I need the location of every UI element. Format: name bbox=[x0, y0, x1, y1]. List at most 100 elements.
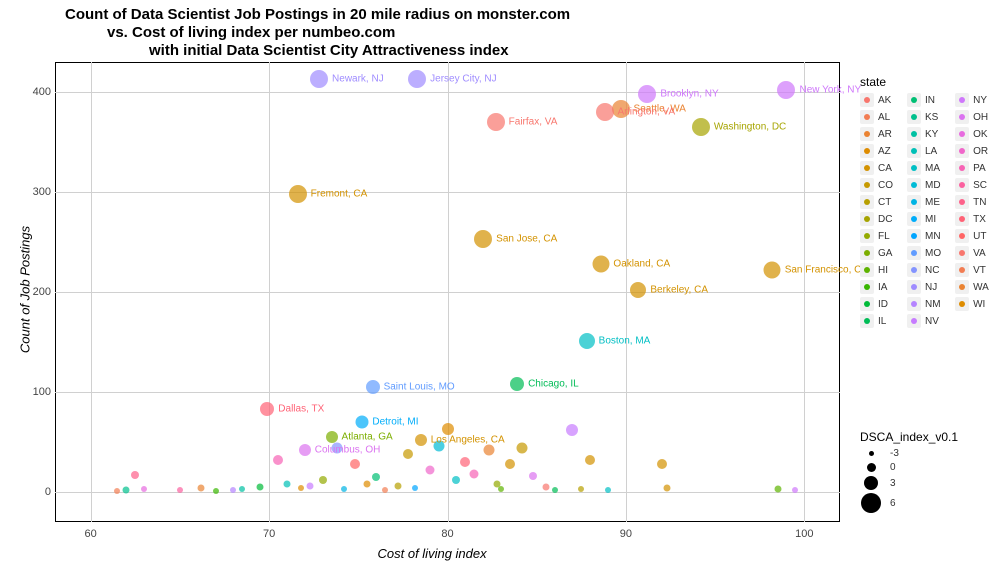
data-point bbox=[257, 484, 264, 491]
legend-item: VA bbox=[955, 246, 989, 260]
data-point bbox=[326, 431, 338, 443]
legend-item: HI bbox=[860, 263, 893, 277]
point-label: Brooklyn, NY bbox=[660, 89, 718, 100]
data-point bbox=[483, 445, 494, 456]
legend-item: MI bbox=[907, 212, 941, 226]
x-tick-label: 90 bbox=[620, 528, 632, 540]
data-point bbox=[764, 262, 781, 279]
legend-item: CA bbox=[860, 161, 893, 175]
data-point bbox=[442, 423, 454, 435]
data-point bbox=[792, 487, 798, 493]
legend-item: WA bbox=[955, 280, 989, 294]
data-point bbox=[382, 487, 388, 493]
data-point bbox=[510, 377, 524, 391]
point-label: Washington, DC bbox=[714, 122, 786, 133]
y-tick-label: 400 bbox=[23, 86, 51, 98]
legend-item: UT bbox=[955, 229, 989, 243]
size-legend: DSCA_index_v0.1 -3036 bbox=[860, 430, 958, 516]
data-point bbox=[260, 402, 274, 416]
data-point bbox=[213, 488, 219, 494]
legend-item: MD bbox=[907, 178, 941, 192]
legend-item: KS bbox=[907, 110, 941, 124]
data-point bbox=[123, 487, 130, 494]
point-label: Fremont, CA bbox=[311, 189, 368, 200]
legend-item: AL bbox=[860, 110, 893, 124]
point-label: San Francisco, CA bbox=[785, 265, 868, 276]
data-point bbox=[517, 443, 528, 454]
data-point bbox=[114, 488, 120, 494]
x-tick-label: 100 bbox=[795, 528, 813, 540]
data-point bbox=[529, 472, 537, 480]
point-label: Jersey City, NJ bbox=[430, 74, 497, 85]
legend-item: AR bbox=[860, 127, 893, 141]
legend-item: ID bbox=[860, 297, 893, 311]
legend-item: MO bbox=[907, 246, 941, 260]
data-point bbox=[487, 113, 505, 131]
size-legend-item: -3 bbox=[860, 448, 958, 459]
data-point bbox=[372, 473, 380, 481]
legend-item: VT bbox=[955, 263, 989, 277]
data-point bbox=[350, 459, 360, 469]
data-point bbox=[425, 466, 434, 475]
legend-item: IL bbox=[860, 314, 893, 328]
legend-item: IA bbox=[860, 280, 893, 294]
legend-item: NV bbox=[907, 314, 941, 328]
point-label: San Jose, CA bbox=[496, 234, 557, 245]
data-point bbox=[596, 103, 614, 121]
data-point bbox=[239, 486, 245, 492]
data-point bbox=[498, 486, 504, 492]
legend-item: ME bbox=[907, 195, 941, 209]
data-point bbox=[366, 380, 380, 394]
legend-item: NM bbox=[907, 297, 941, 311]
gridline-h bbox=[55, 92, 840, 93]
legend-item: OH bbox=[955, 110, 989, 124]
point-label: Oakland, CA bbox=[613, 259, 670, 270]
data-point bbox=[452, 476, 460, 484]
data-point bbox=[403, 449, 413, 459]
point-label: Columbus, OH bbox=[315, 445, 381, 456]
legend-item: MN bbox=[907, 229, 941, 243]
legend-item: LA bbox=[907, 144, 941, 158]
point-label: Chicago, IL bbox=[528, 379, 579, 390]
data-point bbox=[630, 282, 646, 298]
data-point bbox=[460, 457, 470, 467]
legend-item: MA bbox=[907, 161, 941, 175]
data-point bbox=[657, 459, 667, 469]
legend-item: NC bbox=[907, 263, 941, 277]
legend-item: TX bbox=[955, 212, 989, 226]
data-point bbox=[177, 487, 183, 493]
legend-item: IN bbox=[907, 93, 941, 107]
data-point bbox=[298, 485, 304, 491]
gridline-h bbox=[55, 492, 840, 493]
plot-area: Newark, NJJersey City, NJNew York, NYBro… bbox=[55, 62, 840, 522]
legend-item: CO bbox=[860, 178, 893, 192]
legend-item: NJ bbox=[907, 280, 941, 294]
data-point bbox=[663, 485, 670, 492]
data-point bbox=[299, 444, 311, 456]
data-point bbox=[470, 470, 479, 479]
y-tick-label: 200 bbox=[23, 286, 51, 298]
state-legend: state AKALARAZCACOCTDCFLGAHIIAIDILINKSKY… bbox=[860, 75, 989, 328]
size-legend-title: DSCA_index_v0.1 bbox=[860, 430, 958, 444]
size-legend-item: 0 bbox=[860, 462, 958, 473]
size-legend-item: 6 bbox=[860, 493, 958, 513]
legend-item: GA bbox=[860, 246, 893, 260]
data-point bbox=[230, 487, 236, 493]
data-point bbox=[273, 455, 283, 465]
data-point bbox=[355, 416, 368, 429]
point-label: Newark, NJ bbox=[332, 74, 384, 85]
x-tick-label: 60 bbox=[85, 528, 97, 540]
data-point bbox=[692, 118, 710, 136]
y-tick-label: 300 bbox=[23, 186, 51, 198]
legend-item: AK bbox=[860, 93, 893, 107]
x-tick-label: 80 bbox=[441, 528, 453, 540]
data-point bbox=[505, 459, 515, 469]
data-point bbox=[774, 486, 781, 493]
point-label: Fairfax, VA bbox=[509, 117, 558, 128]
data-point bbox=[412, 485, 418, 491]
legend-item: TN bbox=[955, 195, 989, 209]
point-label: Boston, MA bbox=[599, 336, 651, 347]
data-point bbox=[408, 70, 426, 88]
data-point bbox=[131, 471, 139, 479]
point-label: Berkeley, CA bbox=[650, 285, 708, 296]
